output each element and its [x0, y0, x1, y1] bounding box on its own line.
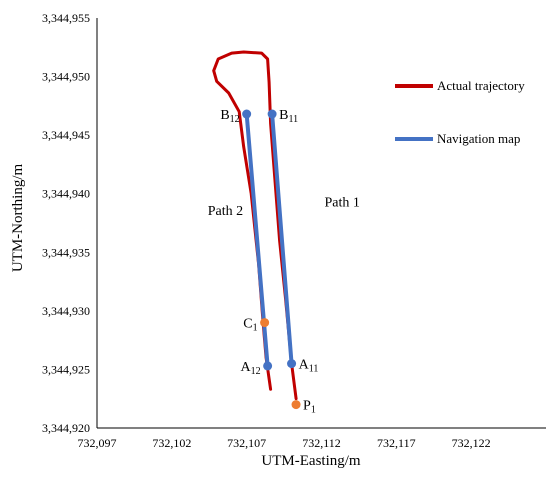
- x-tick-label: 732,097: [78, 436, 117, 450]
- y-tick-label: 3,344,950: [42, 70, 90, 84]
- annotation-path-1: Path 2: [208, 204, 243, 219]
- x-tick-label: 732,102: [152, 436, 191, 450]
- x-tick-label: 732,112: [302, 436, 341, 450]
- point-marker-p1: [291, 400, 301, 410]
- point-label-b12: B12: [220, 108, 239, 125]
- y-tick-label: 3,344,920: [42, 421, 90, 435]
- labeled-points: B12 B11 C1 A12 A11 P1: [220, 108, 318, 416]
- point-marker-c1: [260, 318, 270, 328]
- point-label-p1: P1: [303, 399, 316, 416]
- y-axis-title: UTM-Northing/m: [10, 164, 26, 273]
- y-tick-label: 3,344,945: [42, 128, 90, 142]
- y-tick-label: 3,344,935: [42, 245, 90, 259]
- x-tick-label: 732,117: [377, 436, 416, 450]
- point-label-b11: B11: [279, 108, 298, 125]
- point-label-a11: A11: [299, 358, 319, 375]
- point-label-a12: A12: [240, 360, 260, 377]
- legend-label-navigation-map: Navigation map: [437, 131, 520, 146]
- point-marker-a11: [287, 359, 297, 369]
- legend-label-actual-trajectory: Actual trajectory: [437, 78, 525, 93]
- y-tick-label: 3,344,940: [42, 187, 90, 201]
- series-line-navigation-map-path-1: [270, 112, 294, 366]
- point-marker-b12: [242, 109, 252, 119]
- point-marker-a12: [263, 361, 273, 371]
- y-tick-label: 3,344,925: [42, 362, 90, 376]
- series: [212, 50, 298, 401]
- y-tick-label: 3,344,930: [42, 304, 90, 318]
- x-tick-label: 732,122: [452, 436, 491, 450]
- x-axis-title: UTM-Easting/m: [261, 453, 360, 469]
- axes: [96, 18, 546, 429]
- y-tick-label: 3,344,955: [42, 11, 90, 25]
- tick-labels: 732,097 732,102 732,107 732,112 732,117 732,1…: [42, 11, 491, 450]
- annotation-path-2: Path 1: [324, 196, 359, 211]
- point-label-c1: C1: [243, 317, 257, 334]
- annotations: Path 2 Path 1: [208, 196, 360, 219]
- x-tick-label: 732,107: [227, 436, 266, 450]
- point-marker-b11: [267, 109, 277, 119]
- legend: Actual trajectory Navigation map: [395, 78, 525, 146]
